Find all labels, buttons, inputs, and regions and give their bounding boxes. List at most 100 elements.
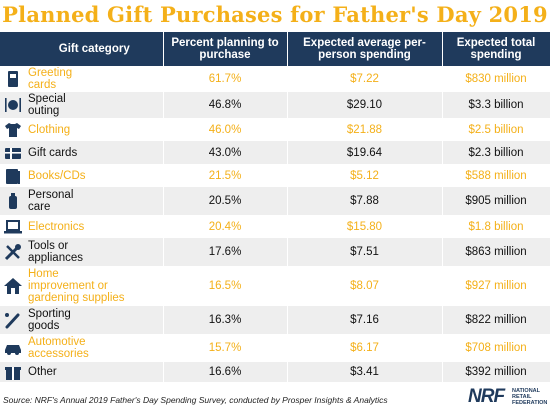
bottle-icon [3, 191, 23, 211]
row-icon-cell [0, 334, 26, 362]
row-percent: 61.7% [163, 66, 288, 92]
row-category: Gift cards [26, 141, 164, 164]
category-line: Clothing [28, 123, 71, 136]
row-category: Tools or appliances [26, 238, 164, 266]
row-category: Clothing [26, 118, 164, 141]
gift-card-icon [3, 143, 23, 163]
category-line: Gift cards [28, 146, 78, 159]
table-header-row: Gift category Percent planning to purcha… [0, 32, 550, 66]
row-total: $392 million [442, 362, 550, 382]
table-row: Electronics 20.4% $15.80 $1.8 billion [0, 215, 550, 238]
logo-line: NATIONAL [512, 388, 541, 394]
row-total: $927 million [442, 266, 550, 306]
row-category: Personal care [26, 187, 164, 215]
table-row: Home improvement or gardening supplies 16.5… [0, 266, 550, 306]
row-icon-cell [0, 66, 26, 92]
car-icon [3, 338, 23, 358]
row-total: $830 million [442, 66, 550, 92]
table-row: Automotive accessories 15.7% $6.17 $708 mill… [0, 334, 550, 362]
category-line: Personal [28, 189, 74, 201]
row-icon-cell [0, 118, 26, 141]
row-percent: 43.0% [163, 141, 288, 164]
row-percent: 15.7% [163, 334, 288, 362]
row-total: $863 million [442, 238, 550, 266]
category-line: cards [28, 79, 57, 91]
row-percent: 20.4% [163, 215, 288, 238]
gift-table: Gift category Percent planning to purcha… [0, 32, 550, 382]
table-row: Greeting cards 61.7% $7.22 $830 million [0, 66, 550, 92]
page-title: Planned Gift Purchases for Father's Day … [2, 2, 548, 27]
row-icon-cell [0, 187, 26, 215]
category-line: Electronics [28, 220, 85, 233]
row-average: $7.51 [287, 238, 443, 266]
source-note: Source: NRF's Annual 2019 Father's Day S… [3, 395, 388, 405]
row-average: $8.07 [287, 266, 443, 306]
category-line: outing [28, 105, 60, 117]
row-percent: 16.3% [163, 306, 288, 334]
row-icon-cell [0, 92, 26, 118]
dining-icon [3, 95, 23, 115]
category-line: Automotive [28, 336, 86, 348]
row-icon-cell [0, 266, 26, 306]
category-line: Greeting [28, 67, 73, 79]
category-line: gardening supplies [28, 292, 125, 304]
row-percent: 20.5% [163, 187, 288, 215]
row-total: $3.3 billion [442, 92, 550, 118]
table-row: Personal care 20.5% $7.88 $905 million [0, 187, 550, 215]
logo-line: FEDERATION [512, 400, 548, 406]
laptop-icon [3, 217, 23, 237]
row-average: $21.88 [287, 118, 443, 141]
row-category: Automotive accessories [26, 334, 164, 362]
header-total: Expected total spending [442, 32, 550, 66]
gift-box-icon [3, 362, 23, 382]
card-icon [3, 69, 23, 89]
row-average: $29.10 [287, 92, 443, 118]
category-line: care [28, 201, 51, 213]
row-icon-cell [0, 238, 26, 266]
book-icon [3, 166, 23, 186]
row-category: Other [26, 362, 164, 382]
row-percent: 46.8% [163, 92, 288, 118]
row-category: Books/CDs [26, 164, 164, 187]
row-percent: 21.5% [163, 164, 288, 187]
row-category: Special outing [26, 92, 164, 118]
category-line: appliances [28, 252, 83, 264]
table-row: Sporting goods 16.3% $7.16 $822 million [0, 306, 550, 334]
row-average: $3.41 [287, 362, 443, 382]
header-icon-cell [0, 32, 26, 66]
row-average: $7.16 [287, 306, 443, 334]
logo-text: NATIONAL RETAIL FEDERATION [512, 388, 547, 406]
row-total: $708 million [442, 334, 550, 362]
row-total: $588 million [442, 164, 550, 187]
row-total: $1.8 billion [442, 215, 550, 238]
row-average: $6.17 [287, 334, 443, 362]
shirt-icon [3, 120, 23, 140]
row-average: $15.80 [287, 215, 443, 238]
category-line: goods [28, 320, 60, 332]
row-category: Greeting cards [26, 66, 164, 92]
house-icon [3, 276, 23, 296]
header-category: Gift category [26, 32, 164, 66]
row-total: $2.3 billion [442, 141, 550, 164]
row-category: Home improvement or gardening supplies [26, 266, 164, 306]
category-line: Sporting [28, 308, 71, 320]
row-percent: 46.0% [163, 118, 288, 141]
row-percent: 16.5% [163, 266, 288, 306]
logo-mark: NRF [468, 386, 505, 407]
row-percent: 17.6% [163, 238, 288, 266]
category-line: Home [28, 268, 59, 280]
table-row: Other 16.6% $3.41 $392 million [0, 362, 550, 382]
category-line: improvement or [28, 280, 108, 292]
row-icon-cell [0, 306, 26, 334]
row-icon-cell [0, 215, 26, 238]
row-category: Electronics [26, 215, 164, 238]
bat-icon [3, 310, 23, 330]
nrf-logo: NRF NATIONAL RETAIL FEDERATION [468, 386, 548, 410]
row-icon-cell [0, 141, 26, 164]
row-average: $19.64 [287, 141, 443, 164]
header-percent: Percent planning to purchase [163, 32, 288, 66]
header-average: Expected average per-person spending [287, 32, 443, 66]
row-icon-cell [0, 164, 26, 187]
row-average: $7.88 [287, 187, 443, 215]
row-average: $5.12 [287, 164, 443, 187]
